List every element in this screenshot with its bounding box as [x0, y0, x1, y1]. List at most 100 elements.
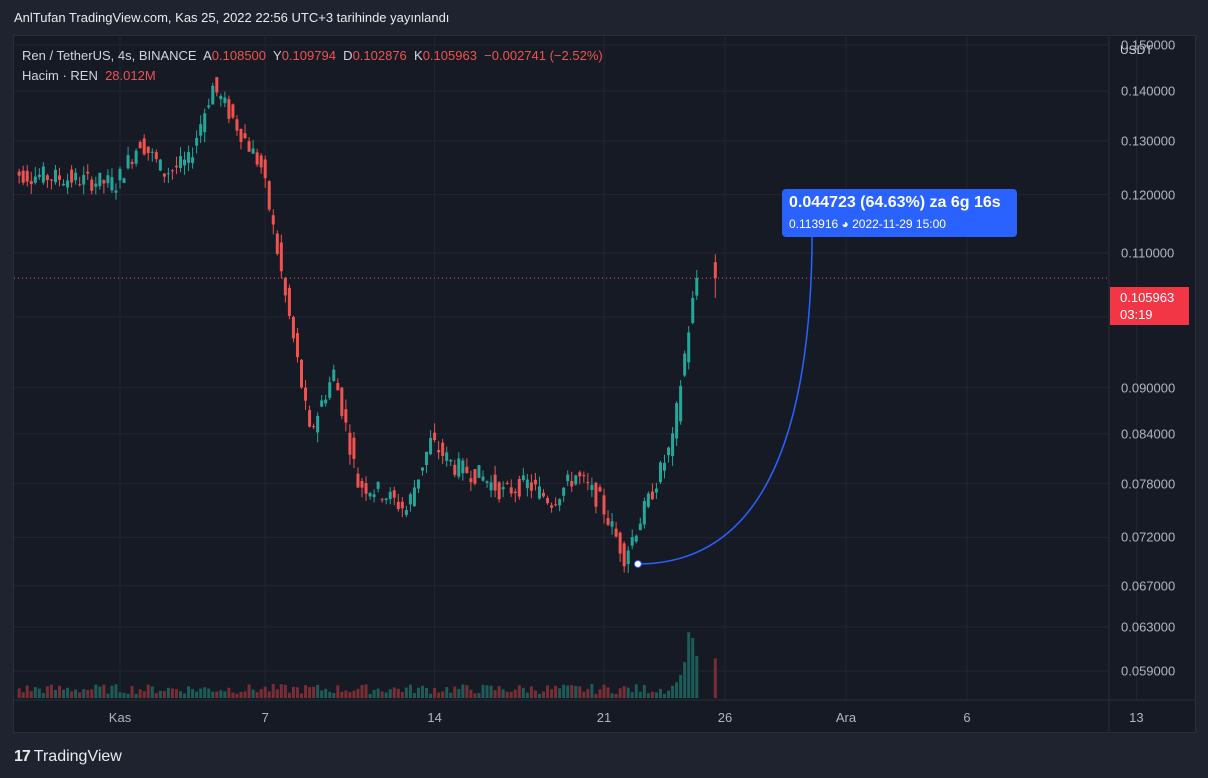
volume-bar: [687, 632, 691, 698]
candle-body: [509, 487, 513, 494]
candle-body: [219, 96, 223, 100]
candle-body: [566, 474, 570, 482]
volume-bar: [658, 688, 662, 698]
volume-bar: [497, 686, 501, 698]
candle-body: [308, 410, 312, 427]
price-tick-label: 0.150000: [1121, 37, 1176, 53]
candle-body: [114, 190, 118, 193]
volume-bar: [691, 638, 695, 698]
candle-body: [614, 528, 618, 537]
volume-bar: [45, 686, 49, 698]
volume-bar: [118, 692, 122, 698]
volume-bar: [211, 691, 215, 698]
volume-bar: [183, 693, 187, 698]
volume-bar: [388, 689, 392, 698]
candle-body: [271, 215, 275, 225]
volume-bar: [489, 685, 493, 698]
volume-bar: [654, 692, 658, 698]
volume-bar: [304, 685, 308, 698]
candle-body: [368, 493, 372, 497]
candle-body: [49, 179, 53, 181]
volume-bar: [574, 685, 578, 698]
candle-body: [675, 403, 679, 439]
candle-body: [525, 479, 529, 489]
volume-bar: [126, 693, 130, 698]
candle-body: [166, 173, 170, 175]
volume-bar: [308, 687, 312, 698]
volume-bar: [332, 692, 336, 698]
candle-body: [130, 161, 134, 164]
volume-bar: [517, 685, 521, 698]
candle-body: [154, 152, 158, 160]
volume-bar: [235, 693, 239, 698]
volume-bar: [191, 689, 195, 698]
volume-bar: [537, 693, 541, 698]
candle-body: [658, 462, 662, 483]
volume-bar: [21, 692, 25, 698]
volume-bar: [134, 693, 138, 698]
volume-bar: [404, 687, 408, 698]
volume-bar: [195, 691, 199, 698]
candle-body: [102, 180, 106, 184]
time-tick-label: 14: [427, 710, 442, 725]
symbol-label[interactable]: Ren / TetherUS, 4s, BINANCE: [22, 48, 197, 63]
candle-body: [380, 499, 384, 501]
volume-bar: [566, 685, 570, 698]
candle-body: [300, 359, 303, 388]
candle-body: [554, 504, 558, 506]
volume-bar: [279, 684, 283, 698]
tradingview-footer[interactable]: 17 TradingView: [14, 748, 122, 766]
price-axis-unit[interactable]: USDT: [1120, 43, 1153, 57]
volume-bar: [376, 688, 380, 698]
volume-bar: [207, 688, 211, 698]
volume-bar: [74, 689, 78, 698]
volume-bar: [550, 689, 554, 698]
volume-bar: [437, 692, 441, 698]
volume-bar: [227, 687, 231, 698]
candle-body: [187, 152, 191, 163]
volume-bar: [33, 686, 37, 698]
candle-body: [650, 491, 654, 500]
candle-body: [384, 498, 388, 501]
candle-body: [663, 462, 666, 471]
candle-body: [501, 487, 505, 490]
callout-detail: 0.113916 ◕ 2022-11-29 15:00: [789, 217, 946, 231]
candle-body: [638, 523, 642, 531]
candle-body: [78, 184, 82, 186]
last-price-tag: 0.105963 03:19: [1110, 287, 1189, 325]
volume-bar: [251, 689, 255, 698]
candle-body: [687, 332, 691, 363]
volume-bar: [445, 687, 449, 698]
price-tick-label: 0.059000: [1121, 663, 1176, 679]
candle-body: [493, 474, 497, 491]
volume-bar: [457, 689, 461, 698]
candle-body: [517, 478, 521, 497]
measure-callout[interactable]: 0.044723 (64.63%) za 6g 16s 0.113916 ◕ 2…: [782, 189, 1017, 237]
volume-bar: [501, 689, 505, 698]
volume-bar: [606, 687, 610, 698]
volume-bar: [174, 689, 178, 698]
candle-body: [642, 501, 646, 525]
candle-body: [437, 450, 441, 453]
measure-arc: [637, 229, 813, 565]
volume-bar: [646, 693, 650, 698]
candle-body: [90, 179, 94, 191]
volume-bar: [106, 693, 110, 698]
volume-bar: [25, 685, 29, 698]
publish-header: AnlTufan TradingView.com, Kas 25, 2022 2…: [14, 10, 450, 25]
candle-body: [295, 333, 299, 358]
price-tick-label: 0.063000: [1121, 619, 1176, 635]
volume-label[interactable]: Hacim · REN: [22, 68, 98, 83]
volume-bar: [562, 684, 566, 698]
volume-bar: [558, 688, 562, 698]
volume-bar: [199, 688, 203, 698]
candle-body: [372, 494, 376, 497]
volume-value: 28.012M: [105, 68, 156, 83]
volume-bar: [380, 691, 384, 698]
candle-body: [400, 501, 404, 509]
volume-bar: [396, 688, 400, 698]
candle-body: [146, 146, 150, 154]
volume-bar: [481, 684, 485, 698]
candle-body: [441, 442, 445, 456]
